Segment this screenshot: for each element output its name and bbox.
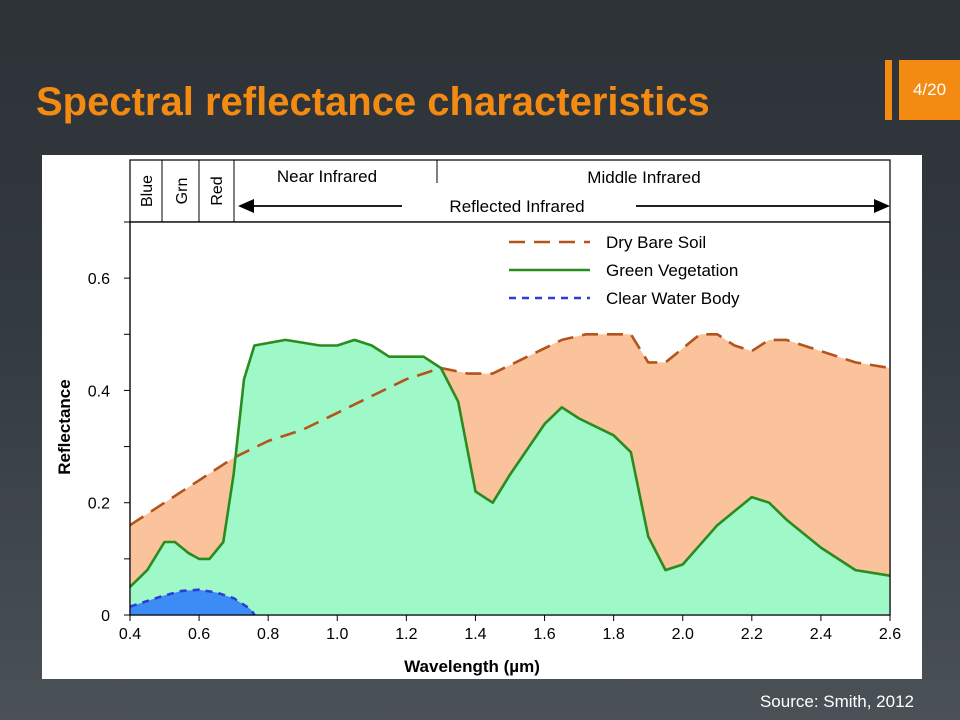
series-lines bbox=[129, 333, 891, 616]
x-tick-label: 0.6 bbox=[188, 626, 210, 643]
reflectance-chart: Blue Grn Red Near Infrared Middle Infrar… bbox=[55, 159, 901, 676]
middle-infrared-label: Middle Infrared bbox=[587, 168, 700, 187]
band-red-label: Red bbox=[209, 176, 226, 205]
x-tick-label: 1.8 bbox=[603, 626, 625, 643]
x-tick-label: 2.4 bbox=[810, 626, 832, 643]
near-infrared-label: Near Infrared bbox=[277, 167, 377, 186]
band-header: Blue Grn Red Near Infrared Middle Infrar… bbox=[129, 159, 891, 223]
x-axis-label: Wavelength (µm) bbox=[404, 657, 540, 676]
x-tick-label: 1.0 bbox=[326, 626, 348, 643]
slide-number: 4/20 bbox=[899, 60, 960, 120]
x-tick-label: 2.2 bbox=[741, 626, 763, 643]
reflected-infrared-label: Reflected Infrared bbox=[449, 197, 584, 216]
x-tick-label: 0.4 bbox=[119, 626, 141, 643]
series-line-2 bbox=[129, 588, 256, 616]
x-tick-label: 2.6 bbox=[879, 626, 901, 643]
axes: 0.4 0.6 0.8 1.0 1.2 1.4 1.6 1.8 2.0 2.2 2.4 2.6 0 0.2… bbox=[88, 221, 901, 643]
x-tick-label: 1.6 bbox=[533, 626, 555, 643]
y-tick-label: 0.2 bbox=[88, 496, 110, 513]
y-tick-label: 0.6 bbox=[88, 271, 110, 288]
y-tick-label: 0 bbox=[101, 608, 110, 625]
legend: Dry Bare Soil Green Vegetation Clear Water… bbox=[509, 233, 740, 308]
chart-panel: Blue Grn Red Near Infrared Middle Infrar… bbox=[42, 155, 922, 679]
legend-label-2: Clear Water Body bbox=[606, 289, 740, 308]
x-tick-label: 1.4 bbox=[464, 626, 486, 643]
band-green-label: Grn bbox=[174, 178, 191, 205]
series-line-1 bbox=[129, 338, 891, 588]
legend-label-1: Green Vegetation bbox=[606, 261, 738, 280]
source-caption: Source: Smith, 2012 bbox=[759, 692, 914, 711]
series-line-0 bbox=[129, 333, 891, 527]
y-tick-label: 0.4 bbox=[88, 383, 110, 400]
x-tick-label: 1.2 bbox=[395, 626, 417, 643]
band-blue-label: Blue bbox=[139, 175, 156, 207]
x-tick-label: 0.8 bbox=[257, 626, 279, 643]
slide-title: Spectral reflectance characteristics bbox=[36, 80, 710, 124]
legend-label-0: Dry Bare Soil bbox=[606, 233, 706, 252]
x-tick-label: 2.0 bbox=[672, 626, 694, 643]
y-axis-label: Reflectance bbox=[55, 379, 74, 474]
accent-bar bbox=[885, 60, 892, 120]
